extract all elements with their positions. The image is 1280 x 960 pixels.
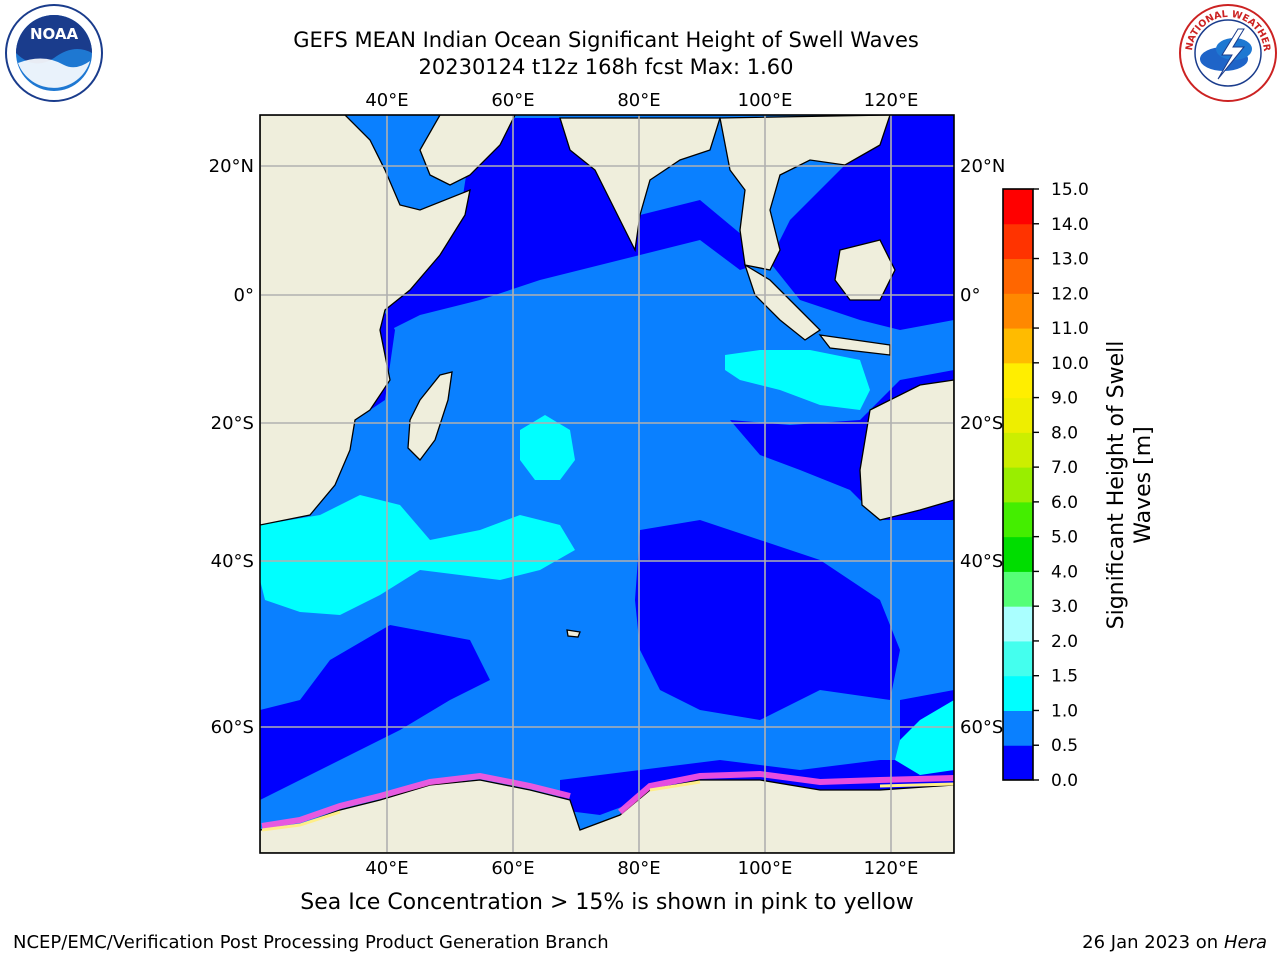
lat-tick-left: 60°S — [211, 717, 254, 738]
lat-tick-right: 0° — [960, 285, 980, 306]
colorbar-swatch — [1003, 432, 1033, 468]
lon-tick-bottom: 100°E — [738, 858, 793, 879]
land-kerguelen — [566, 629, 581, 638]
land-southeast-asia — [719, 115, 891, 271]
lon-tick-bottom: 80°E — [617, 858, 660, 879]
colorbar-tick-label: 5.0 — [1051, 528, 1078, 548]
colorbar-tick-label: 0.0 — [1051, 771, 1078, 791]
lat-tick-right: 20°S — [960, 413, 1003, 434]
colorbar-tick-label: 7.0 — [1051, 458, 1078, 478]
colorbar-swatch — [1003, 710, 1033, 746]
colorbar-tick-label: 10.0 — [1051, 354, 1089, 374]
swell-region-low-southeast — [635, 520, 900, 720]
colorbar-swatch — [1003, 501, 1033, 538]
colorbar-swatch — [1003, 675, 1033, 711]
lat-tick-left: 40°S — [211, 551, 254, 572]
sea-ice-yellow — [261, 780, 954, 832]
colorbar-swatch — [1003, 189, 1033, 225]
colorbar-tick-label: 14.0 — [1051, 215, 1089, 235]
nws-logo: NATIONAL WEATHER SERVICE — [1178, 3, 1277, 102]
colorbar-swatch — [1003, 571, 1033, 607]
footer-producer: NCEP/EMC/Verification Post Processing Pr… — [13, 932, 609, 953]
colorbar-swatch — [1003, 397, 1033, 433]
colorbar-tick-label: 0.5 — [1051, 736, 1078, 756]
swell-region-low-north — [378, 115, 954, 330]
swell-region-mid-east — [725, 350, 870, 410]
colorbar-tick-label: 13.0 — [1051, 250, 1089, 270]
colorbar-swatch — [1003, 536, 1033, 572]
lat-tick-right: 60°S — [960, 717, 1003, 738]
colorbar-swatch — [1003, 362, 1033, 399]
colorbar-frame — [1002, 188, 1034, 781]
colorbar-tick-label: 8.0 — [1051, 423, 1078, 443]
colorbar-tick-label: 1.0 — [1051, 701, 1078, 721]
lon-tick-top: 60°E — [491, 90, 534, 111]
footer-host: Hera — [1223, 932, 1267, 953]
map-subtitle: 20230124 t12z 168h fcst Max: 1.60 — [418, 55, 794, 79]
swell-region-mid-west — [260, 495, 575, 615]
colorbar-tick-label: 2.0 — [1051, 632, 1078, 652]
colorbar-tick-label: 3.0 — [1051, 597, 1078, 617]
lon-tick-top: 40°E — [365, 90, 408, 111]
colorbar-swatch — [1003, 293, 1033, 329]
land-java — [818, 334, 891, 356]
lon-tick-bottom: 40°E — [365, 858, 408, 879]
colorbar-swatch — [1003, 745, 1033, 781]
land-australia — [859, 379, 954, 521]
swell-region-mid-southeast — [895, 700, 954, 775]
colorbar-swatch — [1003, 328, 1033, 364]
footer-date: 26 Jan 2023 on Hera — [1082, 932, 1267, 953]
colorbar-tick-label: 12.0 — [1051, 284, 1089, 304]
lon-tick-bottom: 60°E — [491, 858, 534, 879]
noaa-logo-text: NOAA — [30, 25, 79, 43]
colorbar-label-line1: Significant Height of Swell — [1104, 341, 1129, 630]
lon-tick-bottom: 120°E — [864, 858, 919, 879]
map-frame — [259, 114, 955, 854]
colorbar-tick-label: 11.0 — [1051, 319, 1089, 339]
colorbar-tick-label: 1.5 — [1051, 667, 1078, 687]
land-madagascar — [407, 371, 453, 461]
lon-tick-top: 120°E — [864, 90, 919, 111]
sea-ice-caption: Sea Ice Concentration > 15% is shown in … — [300, 890, 914, 915]
lat-tick-left: 20°N — [209, 156, 254, 177]
lat-tick-left: 20°S — [211, 413, 254, 434]
lon-tick-top: 80°E — [617, 90, 660, 111]
sea-ice-edge — [261, 770, 954, 829]
lat-tick-right: 40°S — [960, 551, 1003, 572]
colorbar-tick-label: 6.0 — [1051, 493, 1078, 513]
lat-tick-right: 20°N — [960, 156, 1005, 177]
swell-region-mid-central — [520, 415, 575, 480]
swell-region-low-southwest — [260, 625, 490, 800]
land-sumatra — [743, 263, 822, 341]
lat-tick-left: 0° — [234, 285, 254, 306]
land-borneo — [834, 239, 896, 301]
colorbar-tick-label: 9.0 — [1051, 389, 1078, 409]
colorbar-swatch — [1003, 467, 1033, 503]
lon-tick-top: 100°E — [738, 90, 793, 111]
footer-date-text: 26 Jan 2023 on — [1082, 932, 1224, 953]
colorbar-label-line2: Waves [m] — [1131, 426, 1156, 543]
map-title: GEFS MEAN Indian Ocean Significant Heigh… — [293, 28, 919, 52]
land-antarctica — [260, 779, 954, 853]
colorbar-swatch — [1003, 640, 1033, 677]
graticule — [260, 115, 954, 853]
colorbar-tick-label: 15.0 — [1051, 180, 1089, 200]
colorbar-swatch — [1003, 606, 1033, 642]
colorbar-tick-label: 4.0 — [1051, 562, 1078, 582]
noaa-logo: NOAA — [5, 4, 103, 102]
colorbar-swatch — [1003, 258, 1033, 294]
colorbar-swatch — [1003, 223, 1033, 260]
